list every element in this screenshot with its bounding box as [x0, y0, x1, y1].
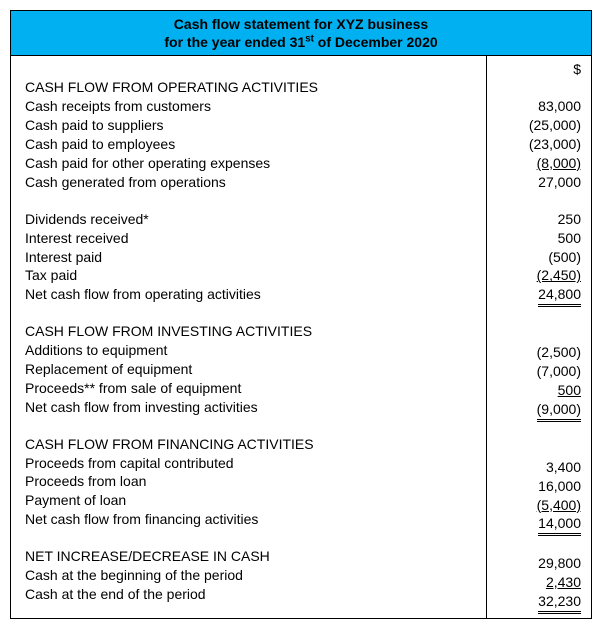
line-label: Dividends received* [25, 210, 476, 229]
section-title: CASH FLOW FROM INVESTING ACTIVITIES [25, 322, 476, 341]
line-value: 29,800 [491, 554, 581, 573]
line-value: 24,800 [491, 285, 581, 307]
line-value: (2,500) [491, 343, 581, 362]
line-value: 250 [491, 210, 581, 229]
section-title: CASH FLOW FROM FINANCING ACTIVITIES [25, 435, 476, 454]
line-value: (8,000) [491, 154, 581, 173]
line-value: 83,000 [491, 97, 581, 116]
line-label: Additions to equipment [25, 341, 476, 360]
line-value: 500 [491, 381, 581, 400]
line-label: Cash at the beginning of the period [25, 566, 476, 585]
line-value: 14,000 [491, 514, 581, 536]
line-value: 3,400 [491, 458, 581, 477]
line-value: (23,000) [491, 135, 581, 154]
line-label: Replacement of equipment [25, 360, 476, 379]
line-value: (25,000) [491, 116, 581, 135]
statement-body: CASH FLOW FROM OPERATING ACTIVITIES Cash… [11, 56, 591, 618]
line-label: Cash receipts from customers [25, 97, 476, 116]
currency-header: $ [491, 60, 581, 79]
values-column: $ 83,000 (25,000) (23,000) (8,000) 27,00… [487, 56, 591, 618]
line-value: 16,000 [491, 477, 581, 496]
line-value: (9,000) [491, 400, 581, 422]
line-value: (2,450) [491, 266, 581, 285]
labels-column: CASH FLOW FROM OPERATING ACTIVITIES Cash… [11, 56, 487, 618]
line-label: Payment of loan [25, 491, 476, 510]
line-label: Interest paid [25, 248, 476, 267]
line-value: (500) [491, 248, 581, 267]
line-value: 27,000 [491, 173, 581, 192]
line-label: Cash generated from operations [25, 173, 476, 192]
header-line1: Cash flow statement for XYZ business [11, 15, 591, 33]
line-label: Interest received [25, 229, 476, 248]
line-value: (5,400) [491, 496, 581, 515]
line-label: Tax paid [25, 266, 476, 285]
line-value: 500 [491, 229, 581, 248]
line-label: Net cash flow from operating activities [25, 285, 476, 304]
section-title: CASH FLOW FROM OPERATING ACTIVITIES [25, 78, 476, 97]
cash-flow-statement: Cash flow statement for XYZ business for… [10, 10, 592, 619]
line-value: (7,000) [491, 362, 581, 381]
line-value: 2,430 [491, 573, 581, 592]
line-value: 32,230 [491, 592, 581, 614]
line-label: Proceeds from loan [25, 472, 476, 491]
line-label: Cash at the end of the period [25, 585, 476, 604]
header-line2: for the year ended 31st of December 2020 [11, 33, 591, 51]
line-label: Cash paid to suppliers [25, 116, 476, 135]
line-label: NET INCREASE/DECREASE IN CASH [25, 547, 476, 566]
line-label: Cash paid to employees [25, 135, 476, 154]
line-label: Net cash flow from investing activities [25, 398, 476, 417]
line-label: Cash paid for other operating expenses [25, 154, 476, 173]
line-label: Proceeds** from sale of equipment [25, 379, 476, 398]
line-label: Proceeds from capital contributed [25, 454, 476, 473]
line-label: Net cash flow from financing activities [25, 510, 476, 529]
statement-header: Cash flow statement for XYZ business for… [11, 11, 591, 56]
